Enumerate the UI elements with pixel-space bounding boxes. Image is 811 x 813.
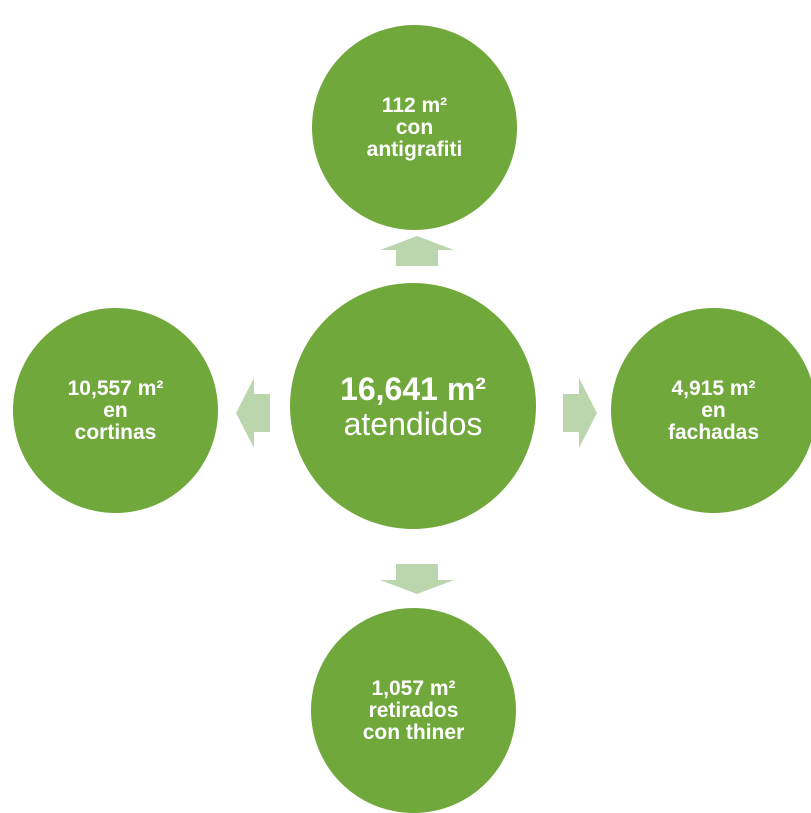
arrow-left-icon xyxy=(236,378,270,448)
node-antigrafiti-value: 112 m² xyxy=(381,93,448,117)
node-antigrafiti: 112 m² con antigrafiti xyxy=(312,25,517,230)
node-center-total: 16,641 m² atendidos xyxy=(290,283,536,529)
node-cortinas: 10,557 m² en cortinas xyxy=(13,308,218,513)
node-cortinas-value: 10,557 m² xyxy=(67,376,164,400)
node-antigrafiti-line2: con xyxy=(395,115,434,139)
node-retirados-line2: retirados xyxy=(368,698,459,722)
node-antigrafiti-line3: antigrafiti xyxy=(366,137,463,161)
node-retirados-value: 1,057 m² xyxy=(371,676,456,700)
node-cortinas-line3: cortinas xyxy=(74,420,157,444)
node-cortinas-line2: en xyxy=(103,398,128,422)
node-retirados: 1,057 m² retirados con thiner xyxy=(311,608,516,813)
arrow-right-icon xyxy=(563,378,597,448)
arrow-up-icon xyxy=(380,236,454,266)
node-fachadas: 4,915 m² en fachadas xyxy=(611,308,811,513)
center-value: 16,641 m² xyxy=(340,371,486,407)
node-retirados-line3: con thiner xyxy=(362,720,465,744)
center-label: atendidos xyxy=(343,406,483,442)
node-fachadas-line2: en xyxy=(701,398,726,422)
node-fachadas-line3: fachadas xyxy=(667,420,760,444)
arrow-down-icon xyxy=(380,564,454,594)
node-fachadas-value: 4,915 m² xyxy=(671,376,756,400)
